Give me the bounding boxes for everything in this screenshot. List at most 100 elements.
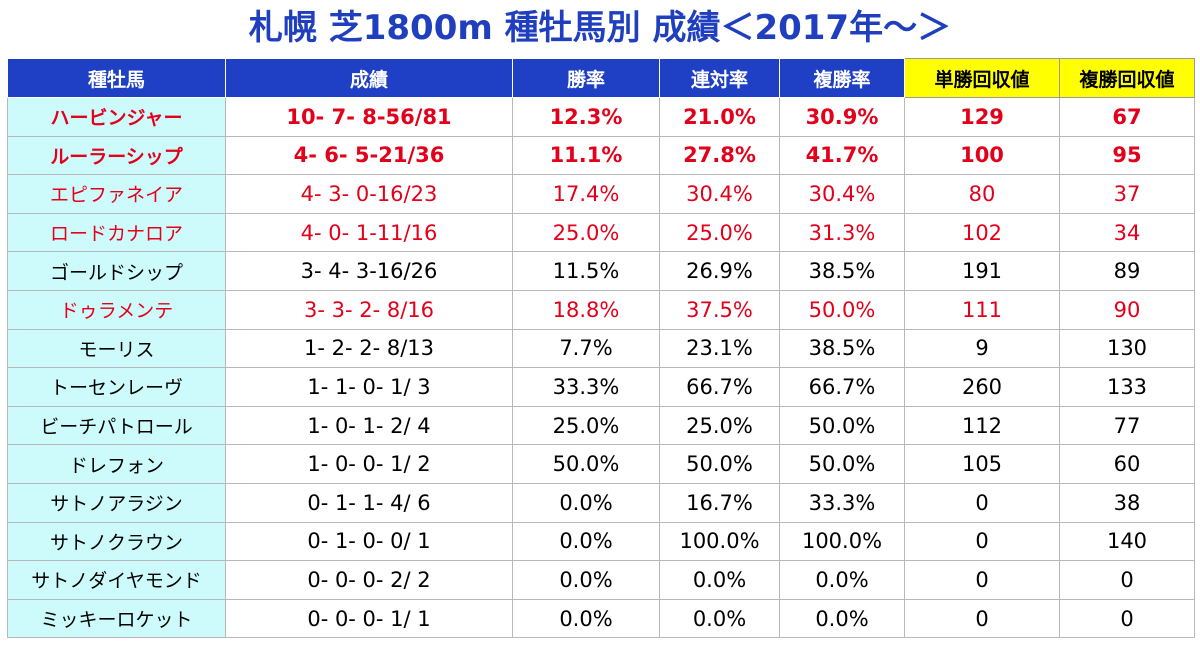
cell-show-return: 77 [1059, 405, 1195, 446]
cell-win-rate: 33.3% [512, 367, 660, 407]
cell-record: 10- 7- 8-56/81 [225, 97, 513, 137]
table-row: ルーラーシップ 4- 6- 5-21/36 11.1% 27.8% 41.7% 100 95 [7, 135, 1195, 176]
cell-win-return: 0 [904, 598, 1060, 639]
cell-sire: ミッキーロケット [7, 598, 226, 639]
cell-quinella-rate: 23.1% [659, 328, 780, 369]
cell-record: 1- 1- 0- 1/ 3 [225, 367, 513, 407]
cell-show-return: 95 [1059, 135, 1195, 176]
cell-quinella-rate: 30.4% [659, 174, 780, 214]
cell-record: 0- 0- 0- 2/ 2 [225, 560, 513, 600]
cell-quinella-rate: 27.8% [659, 135, 780, 176]
header-record: 成績 [225, 58, 513, 98]
cell-show-rate: 50.0% [779, 289, 905, 330]
cell-win-rate: 50.0% [512, 444, 660, 484]
cell-win-return: 112 [904, 405, 1060, 446]
cell-show-rate: 38.5% [779, 328, 905, 369]
cell-show-rate: 66.7% [779, 367, 905, 407]
cell-quinella-rate: 16.7% [659, 482, 780, 523]
cell-win-return: 0 [904, 521, 1060, 562]
table-row: モーリス 1- 2- 2- 8/13 7.7% 23.1% 38.5% 9 130 [7, 328, 1195, 369]
cell-show-return: 67 [1059, 97, 1195, 137]
cell-win-rate: 0.0% [512, 482, 660, 523]
cell-sire: エピファネイア [7, 174, 226, 214]
table-row: ドレフォン 1- 0- 0- 1/ 2 50.0% 50.0% 50.0% 105 60 [7, 444, 1195, 484]
header-show-rate: 複勝率 [779, 58, 905, 98]
cell-sire: ビーチパトロール [7, 405, 226, 446]
table-row: サトノクラウン 0- 1- 0- 0/ 1 0.0% 100.0% 100.0% 0 140 [7, 521, 1195, 562]
cell-win-return: 9 [904, 328, 1060, 369]
cell-show-return: 34 [1059, 212, 1195, 253]
cell-show-return: 130 [1059, 328, 1195, 369]
cell-show-rate: 100.0% [779, 521, 905, 562]
cell-win-rate: 12.3% [512, 97, 660, 137]
table-row: エピファネイア 4- 3- 0-16/23 17.4% 30.4% 30.4% 80 37 [7, 174, 1195, 214]
cell-win-rate: 17.4% [512, 174, 660, 214]
cell-win-return: 129 [904, 97, 1060, 137]
cell-sire: ハービンジャー [7, 97, 226, 137]
cell-show-rate: 0.0% [779, 598, 905, 639]
cell-show-rate: 31.3% [779, 212, 905, 253]
cell-show-return: 38 [1059, 482, 1195, 523]
cell-show-rate: 41.7% [779, 135, 905, 176]
cell-record: 1- 2- 2- 8/13 [225, 328, 513, 369]
cell-record: 0- 1- 1- 4/ 6 [225, 482, 513, 523]
header-quinella-rate: 連対率 [659, 58, 780, 98]
sire-stats-table: 種牡馬 成績 勝率 連対率 複勝率 単勝回収値 複勝回収値 ハービンジャー 10-… [7, 58, 1195, 639]
cell-win-rate: 18.8% [512, 289, 660, 330]
header-win-return: 単勝回収値 [904, 58, 1060, 98]
cell-win-rate: 25.0% [512, 212, 660, 253]
cell-sire: ドレフォン [7, 444, 226, 484]
cell-show-return: 0 [1059, 598, 1195, 639]
cell-quinella-rate: 100.0% [659, 521, 780, 562]
cell-record: 3- 3- 2- 8/16 [225, 289, 513, 330]
cell-show-return: 133 [1059, 367, 1195, 407]
cell-show-rate: 30.4% [779, 174, 905, 214]
cell-quinella-rate: 0.0% [659, 598, 780, 639]
cell-win-rate: 0.0% [512, 598, 660, 639]
cell-sire: ゴールドシップ [7, 251, 226, 291]
cell-record: 0- 1- 0- 0/ 1 [225, 521, 513, 562]
cell-sire: ロードカナロア [7, 212, 226, 253]
cell-record: 3- 4- 3-16/26 [225, 251, 513, 291]
cell-record: 1- 0- 1- 2/ 4 [225, 405, 513, 446]
cell-win-return: 0 [904, 482, 1060, 523]
cell-win-return: 111 [904, 289, 1060, 330]
cell-win-rate: 0.0% [512, 560, 660, 600]
cell-win-return: 102 [904, 212, 1060, 253]
table-row: ビーチパトロール 1- 0- 1- 2/ 4 25.0% 25.0% 50.0% 112 7… [7, 405, 1195, 446]
cell-win-rate: 7.7% [512, 328, 660, 369]
cell-quinella-rate: 0.0% [659, 560, 780, 600]
table-row: トーセンレーヴ 1- 1- 0- 1/ 3 33.3% 66.7% 66.7% 260 13… [7, 367, 1195, 407]
cell-win-return: 105 [904, 444, 1060, 484]
cell-win-return: 191 [904, 251, 1060, 291]
cell-sire: サトノアラジン [7, 482, 226, 523]
cell-win-rate: 0.0% [512, 521, 660, 562]
cell-show-return: 37 [1059, 174, 1195, 214]
table-row: ゴールドシップ 3- 4- 3-16/26 11.5% 26.9% 38.5% 191 89 [7, 251, 1195, 291]
cell-quinella-rate: 21.0% [659, 97, 780, 137]
cell-record: 4- 6- 5-21/36 [225, 135, 513, 176]
cell-sire: サトノダイヤモンド [7, 560, 226, 600]
cell-record: 0- 0- 0- 1/ 1 [225, 598, 513, 639]
cell-show-rate: 38.5% [779, 251, 905, 291]
cell-show-rate: 50.0% [779, 444, 905, 484]
cell-sire: モーリス [7, 328, 226, 369]
cell-win-return: 260 [904, 367, 1060, 407]
header-show-return: 複勝回収値 [1059, 58, 1195, 98]
cell-win-return: 100 [904, 135, 1060, 176]
cell-win-rate: 11.1% [512, 135, 660, 176]
cell-win-rate: 11.5% [512, 251, 660, 291]
cell-win-return: 0 [904, 560, 1060, 600]
table-row: ロードカナロア 4- 0- 1-11/16 25.0% 25.0% 31.3% 102 34 [7, 212, 1195, 253]
cell-show-rate: 0.0% [779, 560, 905, 600]
cell-show-rate: 50.0% [779, 405, 905, 446]
table-body: ハービンジャー 10- 7- 8-56/81 12.3% 21.0% 30.9% 129 6… [7, 97, 1195, 639]
cell-win-return: 80 [904, 174, 1060, 214]
cell-record: 4- 3- 0-16/23 [225, 174, 513, 214]
cell-show-return: 140 [1059, 521, 1195, 562]
cell-show-return: 60 [1059, 444, 1195, 484]
cell-record: 1- 0- 0- 1/ 2 [225, 444, 513, 484]
cell-quinella-rate: 25.0% [659, 212, 780, 253]
table-row: サトノアラジン 0- 1- 1- 4/ 6 0.0% 16.7% 33.3% 0 38 [7, 482, 1195, 523]
table-row: ハービンジャー 10- 7- 8-56/81 12.3% 21.0% 30.9% 129 6… [7, 97, 1195, 137]
